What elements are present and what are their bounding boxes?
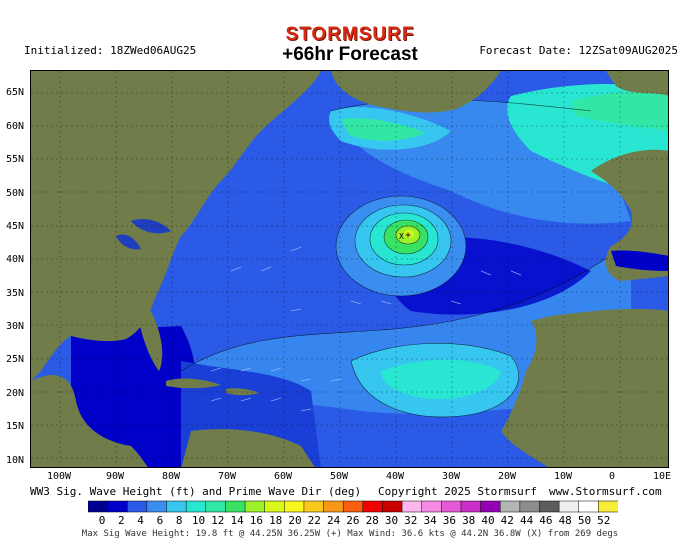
longitude-label: 90W <box>105 471 125 482</box>
scale-tick-label: 38 <box>462 514 476 527</box>
scale-tick-label: 4 <box>137 514 144 527</box>
color-scale-bar <box>88 500 618 513</box>
scale-swatch <box>185 500 207 513</box>
scale-tick-label: 0 <box>98 514 106 527</box>
latitude-label: 40N <box>6 254 25 265</box>
latitude-label: 30N <box>6 321 25 332</box>
scale-swatch <box>323 500 344 513</box>
latitude-label: 60N <box>6 121 25 132</box>
scale-tick-label: 46 <box>539 514 553 527</box>
scale-swatch <box>460 500 482 513</box>
stormsurf-logo: STORMSURF <box>285 24 415 45</box>
longitude-label: 10W <box>553 471 573 482</box>
longitude-label: 40W <box>385 471 405 482</box>
scale-tick-label: 20 <box>288 514 302 527</box>
latitude-label: 20N <box>6 388 25 399</box>
initialized-time: Initialized: 18ZWed06AUG25 <box>24 44 197 57</box>
latitude-label: 45N <box>6 221 25 232</box>
forecast-title: +66hr Forecast <box>282 44 418 65</box>
scale-tick-label: 32 <box>404 514 418 527</box>
scale-swatch <box>284 500 305 513</box>
longitude-label: 70W <box>217 471 237 482</box>
scale-tick-label: 44 <box>519 514 534 527</box>
scale-tick-label: 6 <box>156 514 164 527</box>
scale-tick-label: 18 <box>269 514 283 527</box>
scale-tick-label: 12 <box>211 514 225 527</box>
scale-swatch <box>421 500 443 513</box>
scale-tick-label: 52 <box>597 514 611 527</box>
scale-tick-label: 10 <box>191 514 206 527</box>
scale-tick-label: 40 <box>481 514 495 527</box>
wave-height-map: + X <box>30 70 669 468</box>
latitude-label: 35N <box>6 288 25 299</box>
scale-swatch <box>480 500 501 513</box>
longitude-label: 80W <box>161 471 181 482</box>
scale-tick-label: 50 <box>577 514 592 527</box>
scale-swatch <box>107 500 129 513</box>
scale-swatch <box>401 500 423 513</box>
scale-tick-label: 2 <box>117 514 125 527</box>
scale-swatch <box>244 500 266 513</box>
scale-tick-label: 26 <box>346 514 360 527</box>
scale-tick-label: 22 <box>307 514 321 527</box>
latitude-label: 10N <box>6 455 25 466</box>
scale-swatch <box>441 500 462 513</box>
scale-tick-label: 28 <box>365 514 379 527</box>
scale-swatch <box>127 500 148 513</box>
longitude-label: 20W <box>497 471 517 482</box>
svg-text:+: + <box>405 230 411 241</box>
scale-swatch <box>146 500 168 513</box>
product-description: WW3 Sig. Wave Height (ft) and Prime Wave… <box>30 485 362 498</box>
map-canvas: + X <box>31 71 668 467</box>
scale-tick-label: 16 <box>249 514 264 527</box>
scale-tick-label: 36 <box>442 514 457 527</box>
forecast-date: Forecast Date: 12ZSat09AUG2025 <box>479 44 678 57</box>
max-values-line: Max Sig Wave Height: 19.8 ft @ 44.25N 36… <box>81 529 619 539</box>
scale-tick-label: 24 <box>326 514 341 527</box>
scale-tick-label: 48 <box>558 514 572 527</box>
scale-swatch <box>303 500 325 513</box>
scale-swatch <box>382 500 403 513</box>
scale-swatch <box>88 500 109 513</box>
latitude-label: 55N <box>6 154 25 165</box>
scale-swatch <box>225 500 246 513</box>
scale-tick-label: 30 <box>384 514 399 527</box>
scale-swatch <box>166 500 187 513</box>
latitude-label: 50N <box>6 188 25 199</box>
longitude-label: 30W <box>441 471 461 482</box>
scale-tick-label: 8 <box>175 514 183 527</box>
longitude-label: 0 <box>608 471 616 482</box>
copyright-text: Copyright 2025 Stormsurf <box>378 485 537 498</box>
longitude-label: 50W <box>329 471 349 482</box>
scale-tick-label: 42 <box>500 514 514 527</box>
svg-text:X: X <box>399 232 404 241</box>
scale-swatch <box>205 500 227 513</box>
scale-swatch <box>598 500 618 513</box>
scale-swatch <box>362 500 384 513</box>
scale-tick-label: 34 <box>423 514 437 527</box>
scale-swatch <box>558 500 580 513</box>
scale-swatch <box>539 500 560 513</box>
latitude-label: 65N <box>6 87 25 98</box>
longitude-label: 60W <box>273 471 293 482</box>
longitude-label: 10E <box>652 471 672 482</box>
scale-swatch <box>342 500 364 513</box>
scale-swatch <box>499 500 521 513</box>
longitude-label: 100W <box>46 471 72 482</box>
scale-swatch <box>578 500 600 513</box>
latitude-label: 15N <box>6 421 25 432</box>
latitude-label: 25N <box>6 354 25 365</box>
scale-swatch <box>264 500 286 513</box>
website-link[interactable]: www.Stormsurf.com <box>549 485 662 498</box>
scale-tick-label: 14 <box>230 514 244 527</box>
scale-swatch <box>519 500 541 513</box>
